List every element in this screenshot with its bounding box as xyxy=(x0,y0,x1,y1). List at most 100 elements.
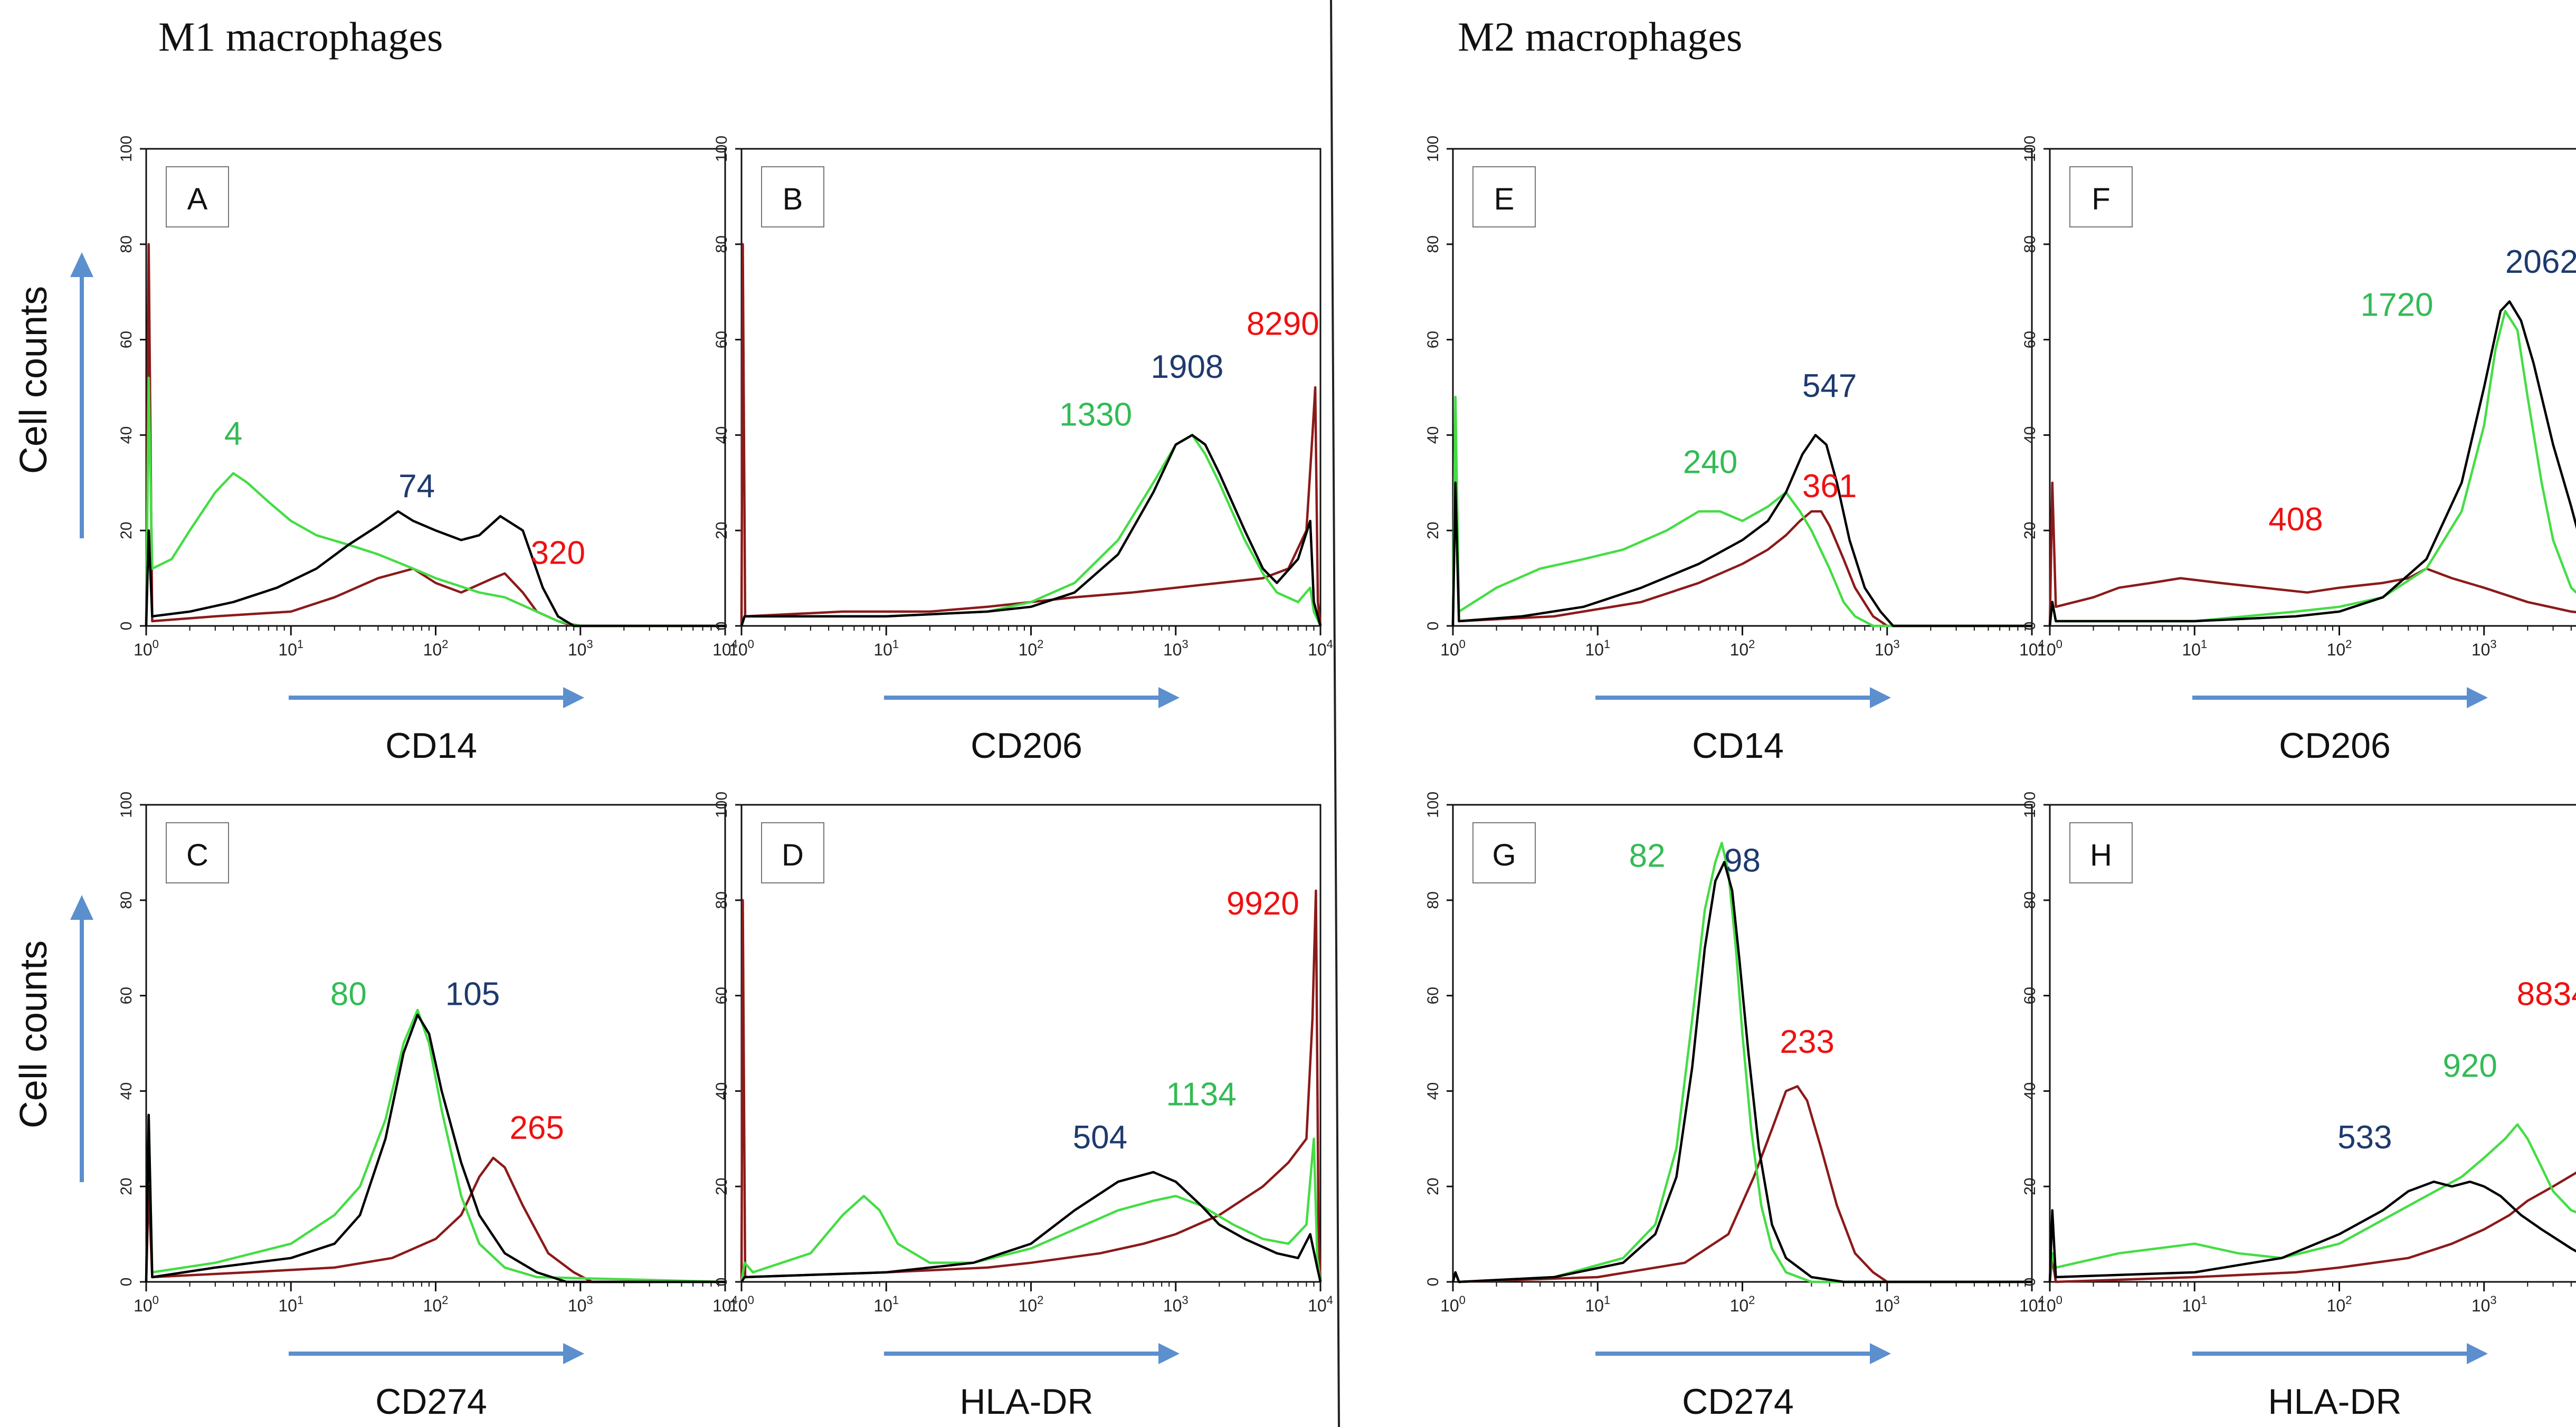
panel-letter-box xyxy=(761,166,824,227)
x-tick-exponent: 0 xyxy=(2056,638,2062,651)
x-tick-label: 102 xyxy=(2327,638,2352,659)
x-tick-exponent: 1 xyxy=(1604,1293,1610,1307)
x-tick-exponent: 2 xyxy=(2345,1293,2352,1307)
panel-f: F02040608010010010110210310417202062408C… xyxy=(2021,136,2576,766)
x-tick-exponent: 2 xyxy=(1037,638,1043,651)
x-tick-exponent: 3 xyxy=(1182,638,1188,651)
series-red-line xyxy=(145,1156,725,1283)
value-label-green: 80 xyxy=(330,976,367,1013)
x-tick-exponent: 0 xyxy=(153,1293,159,1307)
group-divider xyxy=(1330,0,1340,1427)
y-tick-label: 80 xyxy=(2021,235,2039,253)
series-red-line xyxy=(2048,481,2576,626)
y-tick-label: 40 xyxy=(2021,1082,2039,1100)
x-tick-exponent: 2 xyxy=(1037,1293,1043,1307)
x-tick-label: 103 xyxy=(1163,1293,1189,1315)
x-tick-exponent: 1 xyxy=(2201,1293,2207,1307)
y-tick-label: 40 xyxy=(1424,1082,1442,1100)
x-tick-exponent: 2 xyxy=(1748,638,1755,651)
y-tick-label: 60 xyxy=(1424,987,1442,1004)
x-tick-label: 101 xyxy=(873,638,899,659)
y-axis-label-bottom: Cell counts xyxy=(13,895,93,1182)
plot-frame xyxy=(145,148,726,627)
y-tick-label: 60 xyxy=(1424,331,1442,348)
left-group-title: M1 macrophages xyxy=(158,14,443,60)
value-label-red: 361 xyxy=(1802,468,1857,505)
x-tick-label: 102 xyxy=(2327,1293,2352,1315)
x-tick-exponent: 2 xyxy=(1748,1293,1755,1307)
y-tick-label: 100 xyxy=(118,792,135,818)
x-tick-label: 103 xyxy=(2472,638,2497,659)
x-tick-exponent: 2 xyxy=(442,638,448,651)
y-tick-label: 20 xyxy=(1424,1178,1442,1195)
value-label-navy: 2062 xyxy=(2505,244,2576,280)
x-tick-exponent: 3 xyxy=(1182,1293,1188,1307)
y-arrow-top-head xyxy=(70,252,93,277)
x-axis-label: CD206 xyxy=(2279,726,2391,766)
x-tick-label: 103 xyxy=(568,1293,593,1315)
y-tick-label: 100 xyxy=(2021,136,2039,162)
y-tick-label: 40 xyxy=(118,1082,135,1100)
x-tick-label: 102 xyxy=(1730,1293,1755,1315)
value-label-green: 4 xyxy=(224,415,242,452)
x-tick-exponent: 1 xyxy=(297,638,303,651)
x-tick-label: 102 xyxy=(1019,1293,1044,1315)
y-tick-label: 20 xyxy=(2021,522,2039,539)
x-tick-exponent: 0 xyxy=(1459,638,1466,651)
y-tick-label: 20 xyxy=(713,522,730,539)
value-label-green: 82 xyxy=(1629,838,1666,874)
x-tick-label: 102 xyxy=(423,1293,449,1315)
y-tick-label: 100 xyxy=(2021,792,2039,818)
x-tick-exponent: 1 xyxy=(892,638,899,651)
value-label-red: 233 xyxy=(1780,1024,1834,1060)
x-tick-label: 100 xyxy=(2037,1293,2062,1315)
series-black-line xyxy=(1451,861,2032,1283)
value-label-red: 9920 xyxy=(1227,886,1299,922)
y-tick-label: 0 xyxy=(2021,1278,2039,1287)
y-tick-label: 80 xyxy=(1424,235,1442,253)
x-axis-label: CD14 xyxy=(1692,726,1784,766)
y-tick-label: 80 xyxy=(118,235,135,253)
x-tick-exponent: 4 xyxy=(1327,638,1333,651)
y-tick-label: 20 xyxy=(713,1178,730,1195)
y-tick-label: 100 xyxy=(713,136,730,162)
series-red-line xyxy=(740,243,1322,626)
x-axis-label: HLA-DR xyxy=(2268,1382,2401,1422)
value-label-navy: 547 xyxy=(1802,368,1857,404)
panel-letter: E xyxy=(1494,182,1515,216)
x-tick-exponent: 1 xyxy=(892,1293,899,1307)
series-red-line xyxy=(1451,410,2032,627)
y-arrow-bottom-head xyxy=(70,895,93,920)
x-tick-exponent: 1 xyxy=(297,1293,303,1307)
series-black-line xyxy=(740,434,1322,626)
panel-letter: D xyxy=(782,838,804,872)
x-tick-label: 100 xyxy=(729,638,754,659)
y-tick-label: 40 xyxy=(1424,426,1442,444)
y-tick-label: 60 xyxy=(2021,987,2039,1004)
plot-frame xyxy=(145,804,726,1283)
x-tick-label: 101 xyxy=(2182,1293,2207,1315)
x-tick-label: 101 xyxy=(278,638,303,659)
y-tick-label: 0 xyxy=(713,1278,730,1287)
y-tick-label: 100 xyxy=(118,136,135,162)
x-tick-exponent: 3 xyxy=(2490,1293,2496,1307)
x-tick-label: 103 xyxy=(1875,638,1900,659)
value-label-red: 8290 xyxy=(1247,306,1319,343)
series-black-line xyxy=(2048,300,2576,626)
value-label-green: 1134 xyxy=(1166,1077,1236,1113)
series-black-line xyxy=(740,1171,1322,1283)
value-label-navy: 1908 xyxy=(1151,349,1223,385)
x-axis-label: CD206 xyxy=(971,726,1082,766)
y-tick-label: 80 xyxy=(713,891,730,909)
x-tick-label: 100 xyxy=(1440,638,1466,659)
value-label-red: 265 xyxy=(509,1110,564,1146)
y-tick-label: 0 xyxy=(2021,622,2039,631)
value-label-green: 1330 xyxy=(1059,396,1132,433)
y-tick-label: 100 xyxy=(1424,792,1442,818)
series-black-line xyxy=(145,510,725,627)
